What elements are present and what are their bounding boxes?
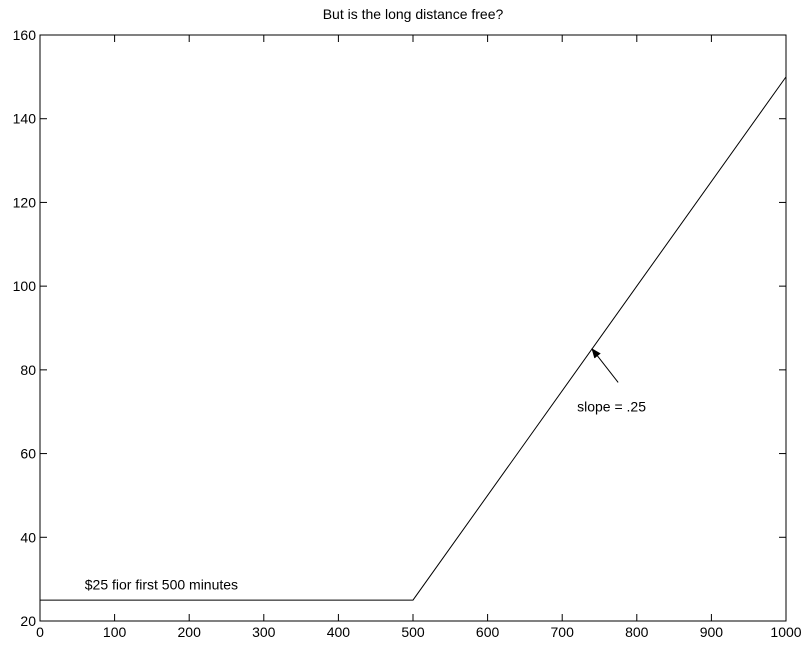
x-tick-label: 300 [252,624,276,640]
x-tick-label: 0 [36,624,44,640]
annotation-label-0: $25 fior first 500 minutes [85,577,238,593]
chart-title: But is the long distance free? [323,6,504,22]
x-tick-label: 100 [103,624,127,640]
y-tick-label: 100 [13,278,37,294]
x-tick-label: 200 [178,624,202,640]
x-tick-label: 700 [551,624,575,640]
y-axis: 20 40 60 80 100 120 140 160 [13,27,786,629]
x-tick-label: 900 [700,624,724,640]
x-tick-label: 800 [625,624,649,640]
y-tick-label: 20 [20,613,36,629]
x-tick-label: 400 [327,624,351,640]
x-tick-label: 1000 [770,624,801,640]
y-tick-label: 140 [13,111,37,127]
annotation-label-1: slope = .25 [577,399,646,415]
y-tick-label: 40 [20,529,36,545]
x-tick-label: 500 [401,624,425,640]
annotations: $25 fior first 500 minutes slope = .25 [85,348,646,593]
y-tick-label: 60 [20,446,36,462]
annotation-arrow-1 [591,348,619,383]
x-tick-label: 600 [476,624,500,640]
series-group [40,76,787,601]
series-line-0 [40,76,787,601]
x-axis: 0 100 200 300 400 500 600 700 800 900 1000 [36,35,802,640]
y-tick-label: 160 [13,27,37,43]
plot-area [39,34,787,622]
y-tick-label: 120 [13,194,37,210]
y-tick-label: 80 [20,362,36,378]
